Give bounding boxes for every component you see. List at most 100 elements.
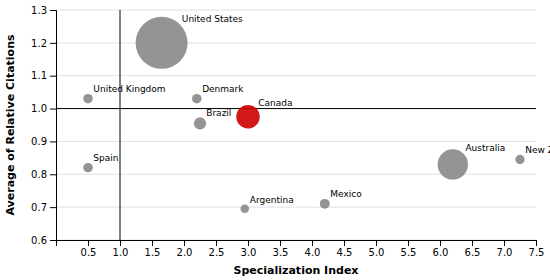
y-tick-label: 0.7: [31, 202, 47, 213]
y-tick-label: 1.0: [31, 103, 47, 114]
x-tick-label: 0.5: [81, 247, 97, 258]
x-tick-mark: [312, 240, 313, 246]
point-label: New Zealand: [525, 145, 550, 155]
y-tick: 1.0: [31, 103, 56, 114]
x-tick: 4.5: [337, 240, 353, 258]
x-tick-label: 6.5: [465, 247, 481, 258]
y-tick-label: 1.3: [31, 5, 47, 16]
x-tick-label: 4.0: [305, 247, 321, 258]
x-tick-label: 7.5: [529, 247, 545, 258]
point-label: Canada: [258, 98, 292, 108]
y-tick-mark: [50, 207, 56, 208]
x-tick-mark: [184, 240, 185, 246]
bubble: [320, 199, 330, 209]
bubble: [515, 155, 524, 164]
x-tick: 6.5: [465, 240, 481, 258]
x-tick: 5.0: [369, 240, 385, 258]
x-tick: 4.0: [305, 240, 321, 258]
reference-line-horizontal: [56, 108, 536, 109]
x-tick-label: 4.5: [337, 247, 353, 258]
bubble: [136, 17, 188, 69]
y-tick: 0.8: [31, 169, 56, 180]
y-tick-label: 0.9: [31, 136, 47, 147]
y-tick: 1.3: [31, 5, 56, 16]
point-label: Mexico: [330, 189, 362, 199]
x-tick-mark: [280, 240, 281, 246]
x-tick: 2.0: [177, 240, 193, 258]
y-grid-line: [56, 75, 536, 76]
point-label: Brazil: [206, 108, 231, 118]
y-tick-label: 1.1: [31, 70, 47, 81]
x-axis-title: Specialization Index: [234, 264, 359, 277]
bubble: [192, 94, 202, 104]
y-grid-line: [56, 10, 536, 11]
x-tick: 1.5: [145, 240, 161, 258]
x-tick-mark: [120, 240, 121, 246]
x-tick-label: 7.0: [497, 247, 513, 258]
x-tick-mark: [440, 240, 441, 246]
y-tick: 0.9: [31, 136, 56, 147]
chart-container: 0.5 1.0 1.5 2.0 2.5 3.0 3.5 4.0 4.5 5.0 5.5 6.0 6.5 7…: [0, 0, 550, 280]
point-label: United States: [182, 14, 243, 24]
x-tick-label: 5.0: [369, 247, 385, 258]
bubble: [83, 163, 93, 173]
y-axis-line: [50, 11, 57, 241]
y-tick-mark: [50, 240, 56, 241]
x-tick-label: 5.5: [401, 247, 417, 258]
x-tick: 7.0: [497, 240, 513, 258]
plot-area: [56, 10, 536, 240]
x-axis: 0.5 1.0 1.5 2.0 2.5 3.0 3.5 4.0 4.5 5.0 5.5 6.0 6.5 7…: [57, 240, 545, 258]
x-tick-mark: [408, 240, 409, 246]
grid: [56, 10, 536, 240]
x-tick-mark: [376, 240, 377, 246]
bubble: [438, 149, 468, 179]
x-tick-mark: [536, 240, 537, 246]
x-tick-mark: [472, 240, 473, 246]
x-tick: 5.5: [401, 240, 417, 258]
point-label: Spain: [93, 153, 118, 163]
y-tick-label: 0.8: [31, 169, 47, 180]
y-tick: 1.2: [31, 38, 56, 49]
x-tick: 7.5: [529, 240, 545, 258]
x-tick: 1.0: [113, 240, 129, 258]
y-grid-line: [56, 141, 536, 142]
y-tick-mark: [50, 43, 56, 44]
x-tick-label: 1.5: [145, 247, 161, 258]
y-tick-label: 1.2: [31, 38, 47, 49]
x-tick-label: 2.5: [209, 247, 225, 258]
x-tick-mark: [344, 240, 345, 246]
y-tick: 0.7: [31, 202, 56, 213]
x-tick-mark: [152, 240, 153, 246]
x-tick-label: 3.0: [241, 247, 257, 258]
x-tick-label: 6.0: [433, 247, 449, 258]
y-tick-mark: [50, 141, 56, 142]
y-grid-line: [56, 42, 536, 43]
y-tick-label: 0.6: [31, 235, 47, 246]
y-axis-title: Average of Relative Citations: [4, 34, 17, 215]
y-grid-line: [56, 108, 536, 109]
reference-line-vertical: [120, 10, 121, 240]
x-axis-line: [57, 241, 537, 247]
x-tick-mark: [88, 240, 89, 246]
x-tick-mark: [248, 240, 249, 246]
point-label: Australia: [465, 143, 505, 153]
y-tick-mark: [50, 109, 56, 110]
x-tick: 2.5: [209, 240, 225, 258]
y-tick-mark: [50, 174, 56, 175]
x-tick: 0.5: [81, 240, 97, 258]
y-tick-mark: [50, 76, 56, 77]
x-tick: 3.5: [273, 240, 289, 258]
y-grid-line: [56, 207, 536, 208]
x-tick: 6.0: [433, 240, 449, 258]
point-label: Denmark: [202, 84, 244, 94]
y-tick: 0.6: [31, 235, 56, 246]
bubble: [194, 117, 206, 129]
x-tick: 3.0: [241, 240, 257, 258]
y-tick: 1.1: [31, 70, 56, 81]
bubble: [236, 105, 260, 129]
point-label: United Kingdom: [93, 84, 165, 94]
x-tick-label: 3.5: [273, 247, 289, 258]
point-labels: United States United Kingdom Denmark Canada…: [93, 14, 550, 205]
chart-svg: 0.5 1.0 1.5 2.0 2.5 3.0 3.5 4.0 4.5 5.0 5.5 6.0 6.5 7…: [0, 0, 550, 280]
point-label: Argentina: [250, 195, 294, 205]
